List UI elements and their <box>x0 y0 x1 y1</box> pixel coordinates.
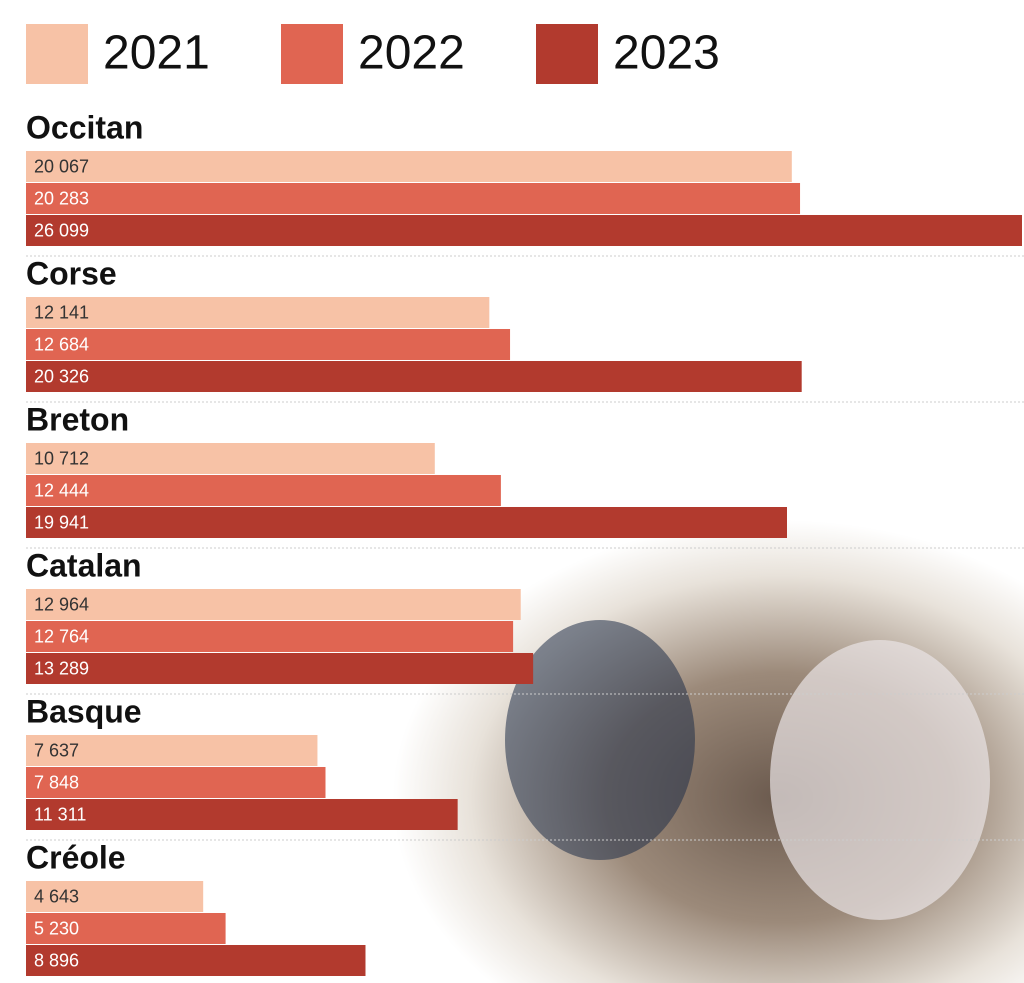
bar <box>26 215 1022 246</box>
photo-figure <box>770 640 990 920</box>
category-label: Breton <box>26 401 129 437</box>
bar <box>26 443 435 474</box>
value-label: 12 684 <box>34 334 89 354</box>
legend-swatch <box>281 24 343 84</box>
photo-figure <box>505 620 695 860</box>
value-label: 20 326 <box>34 366 89 386</box>
legend-label: 2021 <box>103 27 210 80</box>
bar <box>26 507 787 538</box>
value-label: 8 896 <box>34 950 79 970</box>
value-label: 12 964 <box>34 594 89 614</box>
bar <box>26 799 458 830</box>
bar <box>26 945 366 976</box>
value-label: 7 637 <box>34 740 79 760</box>
bar <box>26 151 792 182</box>
value-label: 20 067 <box>34 156 89 176</box>
value-label: 26 099 <box>34 220 89 240</box>
bar <box>26 475 501 506</box>
bar <box>26 621 514 652</box>
bar <box>26 653 534 684</box>
value-label: 4 643 <box>34 886 79 906</box>
bar <box>26 329 511 360</box>
legend-swatch <box>26 24 88 84</box>
value-label: 10 712 <box>34 448 89 468</box>
value-label: 12 444 <box>34 480 89 500</box>
category-label: Basque <box>26 693 142 729</box>
value-label: 12 764 <box>34 626 89 646</box>
bar <box>26 361 802 392</box>
bar <box>26 913 226 944</box>
category-label: Occitan <box>26 109 143 145</box>
bar <box>26 767 326 798</box>
category-label: Corse <box>26 255 117 291</box>
category-label: Catalan <box>26 547 142 583</box>
bar <box>26 297 490 328</box>
bar <box>26 589 521 620</box>
value-label: 7 848 <box>34 772 79 792</box>
value-label: 20 283 <box>34 188 89 208</box>
bar <box>26 183 801 214</box>
value-label: 12 141 <box>34 302 89 322</box>
bar <box>26 735 318 766</box>
value-label: 5 230 <box>34 918 79 938</box>
legend-swatch <box>536 24 598 84</box>
bar <box>26 881 204 912</box>
value-label: 11 311 <box>34 804 86 824</box>
value-label: 19 941 <box>34 512 89 532</box>
plot: 2021 2022 2023 Occitan 20 067 20 283 26 099 Cor… <box>26 24 1024 976</box>
category-label: Créole <box>26 839 126 875</box>
legend-label: 2022 <box>358 27 465 80</box>
value-label: 13 289 <box>34 658 89 678</box>
legend-label: 2023 <box>613 27 720 80</box>
